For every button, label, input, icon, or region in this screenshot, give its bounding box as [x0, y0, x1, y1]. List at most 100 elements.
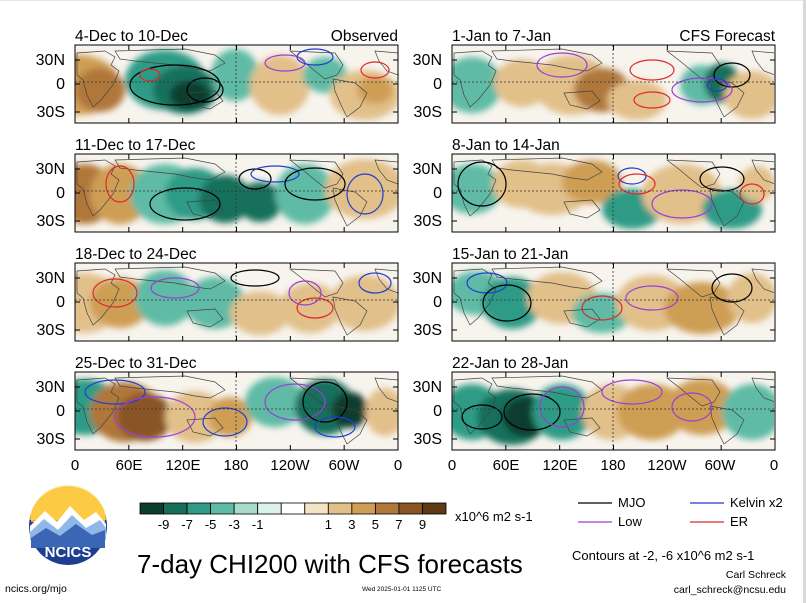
lon-tick-label: 60E: [116, 457, 143, 474]
anomaly-cell: [330, 275, 398, 331]
logo-text: NCICS: [45, 544, 92, 561]
contour-line: [617, 167, 647, 185]
coastline: [563, 90, 601, 110]
anomaly-cell: [275, 164, 335, 224]
lat-tick-label: 30S: [414, 213, 442, 230]
coastline: [374, 50, 398, 76]
coastline: [563, 417, 601, 437]
map-panel: 8-Jan to 14-Jan 30N 0 30S: [413, 137, 776, 233]
lat-tick-label: 0: [433, 294, 442, 311]
lon-axis-left: 0 60E 120E 180 120W 60W 0: [71, 457, 402, 474]
anomaly-field: [75, 372, 398, 450]
contour-line: [186, 77, 224, 103]
coastline: [332, 187, 368, 227]
lat-tick-label: 30S: [414, 322, 442, 339]
contour-line: [457, 161, 507, 207]
colorbar: -9 -7 -5 -3 -1 1 3 5 7 9: [139, 502, 447, 532]
lon-tick-label: 60W: [329, 457, 361, 474]
lon-tick-label: 0: [71, 457, 79, 474]
anomaly-field: [75, 154, 398, 232]
anomaly-cell: [357, 76, 393, 104]
contour-line: [230, 269, 280, 287]
lat-tick-label: 30S: [37, 213, 65, 230]
contour-line: [264, 54, 306, 72]
coastline: [665, 377, 721, 407]
anomaly-cell: [494, 59, 550, 107]
lat-tick-label: 30N: [413, 52, 442, 69]
site-url: ncics.org/mjo: [5, 583, 67, 595]
anomaly-cell: [562, 160, 622, 204]
coastline: [709, 78, 745, 118]
lat-tick-label: 30N: [36, 161, 65, 178]
anomaly-cell: [185, 277, 245, 329]
colorbar-tick-label: 9: [419, 517, 426, 532]
map-panel: 25-Dec to 31-Dec 30N 0 30S: [36, 355, 399, 451]
author-name: Carl Schreck: [726, 569, 787, 581]
colorbar-tick-label: -9: [158, 517, 170, 532]
contour-line: [360, 61, 390, 79]
coastline: [665, 159, 721, 189]
coastline: [114, 375, 226, 399]
colorbar-swatch: [327, 502, 353, 515]
anomaly-field: [75, 45, 398, 123]
panel-title: 11-Dec to 17-Dec: [75, 137, 196, 154]
anomaly-field: [452, 263, 774, 341]
coastline: [114, 266, 226, 290]
anomaly-cell: [90, 278, 150, 328]
colorbar-swatch: [139, 502, 164, 515]
lat-tick-label: 30N: [413, 161, 442, 178]
coastline: [186, 417, 224, 437]
colorbar-swatch: [210, 502, 235, 515]
coastline: [374, 268, 398, 294]
coastline: [563, 199, 601, 219]
contour-line: [536, 52, 588, 78]
contour-line: [671, 392, 713, 422]
contour-line: [482, 284, 532, 322]
contour-line: [149, 187, 221, 221]
coastline: [751, 159, 774, 185]
contour-line: [264, 383, 326, 421]
contour-line: [150, 277, 200, 299]
contour-line: [461, 404, 503, 430]
colorbar-tick-label: -1: [252, 517, 264, 532]
contour-line: [503, 393, 561, 431]
ncics-logo: NCICS: [29, 485, 107, 565]
contour-line: [296, 297, 334, 319]
anomaly-cell: [727, 273, 774, 323]
coastline: [374, 159, 398, 185]
top-divider: [0, 0, 806, 1]
coastline: [76, 159, 120, 217]
contour-line: [581, 295, 623, 321]
contour-line: [651, 189, 713, 219]
contour-line: [284, 167, 346, 201]
anomaly-cell: [532, 384, 592, 440]
coastline: [491, 48, 603, 72]
coastline: [186, 199, 224, 219]
legend-label-er: ER: [730, 514, 748, 529]
anomaly-cell: [332, 392, 368, 428]
anomaly-cell: [238, 182, 282, 222]
anomaly-cell: [722, 384, 774, 440]
colorbar-unit: x10^6 m2 s-1: [455, 509, 533, 524]
anomaly-field: [75, 263, 398, 341]
coastline: [288, 159, 344, 189]
timestamp: Wed 2025-01-01 1125 UTC: [362, 586, 442, 593]
coastline: [751, 377, 774, 403]
lat-tick-label: 30N: [36, 379, 65, 396]
colorbar-swatch: [374, 502, 400, 515]
anomaly-cell: [607, 80, 667, 120]
lon-tick-label: 0: [394, 457, 402, 474]
coastline: [709, 187, 745, 227]
contour-line: [139, 68, 161, 82]
coastline: [665, 268, 721, 298]
colorbar-swatch: [186, 502, 212, 515]
coastline: [709, 405, 745, 445]
anomaly-cell: [664, 282, 740, 334]
panel-title: 22-Jan to 28-Jan: [452, 355, 568, 372]
coastline: [491, 157, 603, 181]
contour-line: [302, 381, 348, 423]
anomaly-field: [452, 45, 774, 123]
lon-tick-label: 120W: [647, 457, 687, 474]
coastline: [453, 377, 497, 435]
